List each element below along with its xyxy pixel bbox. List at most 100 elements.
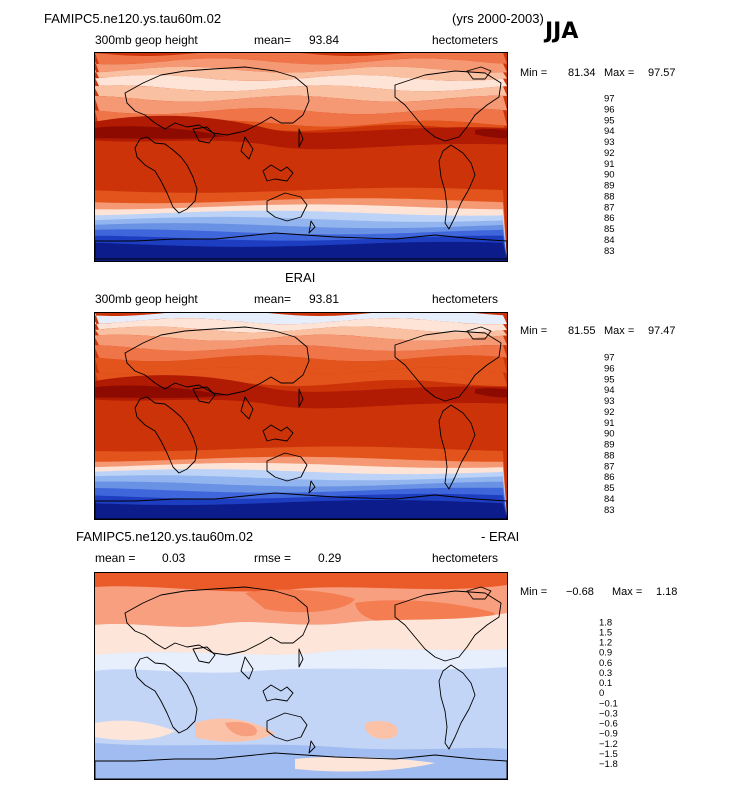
coastline [124,66,310,136]
colorbar-tick-label: 86 [604,472,615,483]
colorbar-tick-label: 96 [604,105,615,116]
field-band [95,720,175,741]
coastline [394,590,502,662]
coastline [95,232,507,260]
panel2-mean-value: 93.81 [309,292,340,306]
colorbar-tick-label: 1.8 [599,617,612,628]
colorbar-tick-label: −1.2 [599,739,618,750]
coastline [134,396,198,474]
coastline [438,144,476,230]
colorbar-tick-label: 89 [604,181,615,192]
colorbar-tick-label: 0.3 [599,668,612,679]
colorbar-tick-label: 85 [604,224,615,235]
panel3-map [94,572,508,780]
coastline [394,330,502,402]
coastline [466,326,492,340]
coastline [240,136,254,160]
panel1-colorbar: 97 96 95 94 93 92 91 90 89 88 87 86 85 84 83 [580,93,640,257]
field-band [95,649,507,673]
colorbar-tick-label: 91 [604,418,615,429]
field-band [364,720,398,740]
coastline [466,586,492,600]
field-band [225,721,257,737]
field-band [295,756,435,772]
panel3-max-value: 1.18 [656,586,678,598]
colorbar-tick-label: 89 [604,440,615,451]
colorbar-tick-label: 97 [604,94,615,105]
panel1-max-label: Max = [604,67,635,79]
coastline [466,66,492,80]
colorbar-tick-label: 92 [604,148,615,159]
panel1-mean-value: 93.84 [309,33,340,47]
field-band [95,355,507,374]
coastlines [95,66,507,260]
panel3-units: hectometers [432,551,499,565]
panel2-map [94,312,508,520]
panel1-max-value: 97.57 [648,67,676,79]
panel2-units: hectometers [432,292,499,306]
field-band [95,573,507,593]
coastline [192,386,216,404]
panel3-colorbar: 1.8 1.5 1.2 0.9 0.6 0.3 0.1 0 −0.1 −0.3 −0.6 −0.9 −1… [575,612,645,774]
coastline [308,740,316,754]
coastline [262,164,294,182]
colorbar-tick-label: 88 [604,191,615,202]
colorbar-tick-label: −0.9 [599,729,618,740]
panel2-title: ERAI [285,270,316,285]
colorbar-tick-label: −0.3 [599,709,618,720]
colorbar-tick-label: 93 [604,396,615,407]
colorbar-tick-label: 0 [599,688,604,699]
panel1-min-value: 81.34 [568,67,596,79]
field-band [95,126,507,139]
field-band [95,58,507,73]
colorbar-tick-label: 87 [604,461,615,472]
colorbar-tick-label: 90 [604,429,615,440]
coastline [266,192,308,222]
field-band [95,53,507,65]
colorbar-tick-label: −0.1 [599,698,618,709]
coastline [262,684,294,702]
colorbar-tick-label: 95 [604,374,615,385]
colorbar-tick-label: 94 [604,126,615,137]
panel2-variable: 300mb geop height [95,292,198,306]
colorbar-tick-label: 83 [604,505,615,516]
colorbar-tick-label: −1.8 [599,759,618,770]
field-band [95,345,507,362]
map-svg [95,53,507,261]
coastline [134,656,198,734]
colorbar-tick-label: −0.6 [599,719,618,730]
map-svg [95,313,507,519]
panel1-mean-label: mean= [254,33,292,47]
coastline [240,396,254,420]
panel3-title-right: - ERAI [481,529,520,544]
coastline [95,492,507,519]
colorbar-tick-label: 86 [604,213,615,224]
panel3-min-label: Min = [520,586,548,598]
colorbar-tick-label: 95 [604,115,615,126]
colorbar-tick-label: 90 [604,170,615,181]
coastline [134,136,198,214]
coastline [298,388,304,408]
coastline [124,586,310,656]
panel2-max-label: Max = [604,325,635,337]
colorbar-tick-label: 96 [604,364,615,375]
colorbar-svg: 1.81.51.20.90.60.30.10−0.1−0.3−0.6−0.9−1… [599,617,618,770]
field-band [95,313,507,325]
coastline [438,664,476,750]
colorbar-tick-label: 83 [604,246,615,257]
colorbar-tick-label: −1.5 [599,749,618,760]
panel2-min-value: 81.55 [568,325,596,337]
colorbar-tick-label: 92 [604,407,615,418]
coastline [192,126,216,144]
panel1-title: FAMIPC5.ne120.ys.tau60m.02 [44,11,222,26]
colorbar-tick-label: 97 [604,353,615,364]
coastline [124,326,310,396]
colorbar-tick-label: 91 [604,159,615,170]
field-band [95,512,507,519]
season-label: JJA [545,19,579,44]
panel3-mean-label: mean = [95,551,136,565]
colorbar-tick-label: 0.9 [599,648,612,659]
coastline [266,452,308,482]
panel3-max-label: Max = [612,586,643,598]
